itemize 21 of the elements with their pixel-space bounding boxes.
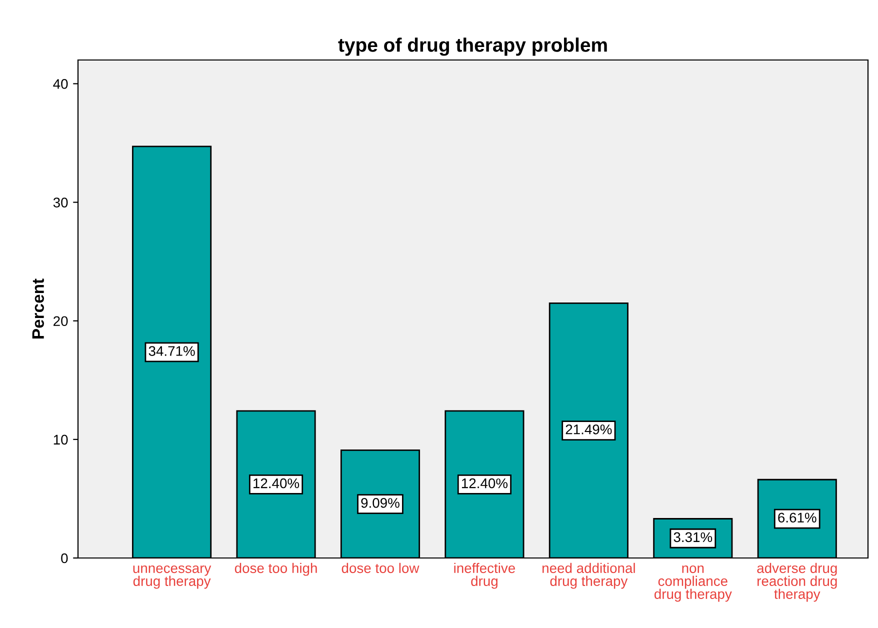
x-tick-label: unnecessary drug therapy [133,565,212,589]
y-tick-label: 10 [54,434,68,445]
data-label: 12.40% [254,478,300,488]
y-axis-title: Percent [32,278,44,338]
data-label: 9.09% [361,498,400,508]
y-tick-label: 30 [53,198,68,208]
x-tick-label: non compliance drug therapy [654,565,732,602]
data-label: 12.40% [462,478,508,488]
data-label: 6.61% [778,512,816,523]
x-tick-label: ineffective drug [454,562,515,589]
y-tick-label: 20 [54,316,68,326]
x-tick-label: dose too high [234,562,317,576]
y-tick-label: 0 [61,553,68,564]
x-tick-label: dose too low [342,562,420,574]
x-tick-label: need additional drug therapy [542,562,635,589]
data-label: 34.71% [148,346,195,356]
chart-title: type of drug therapy problem [338,38,607,56]
x-tick-label: adverse drug reaction drug therapy [757,562,837,602]
data-label: 21.49% [566,424,612,434]
data-label: 3.31% [674,532,712,542]
y-tick-label: 40 [53,79,68,89]
